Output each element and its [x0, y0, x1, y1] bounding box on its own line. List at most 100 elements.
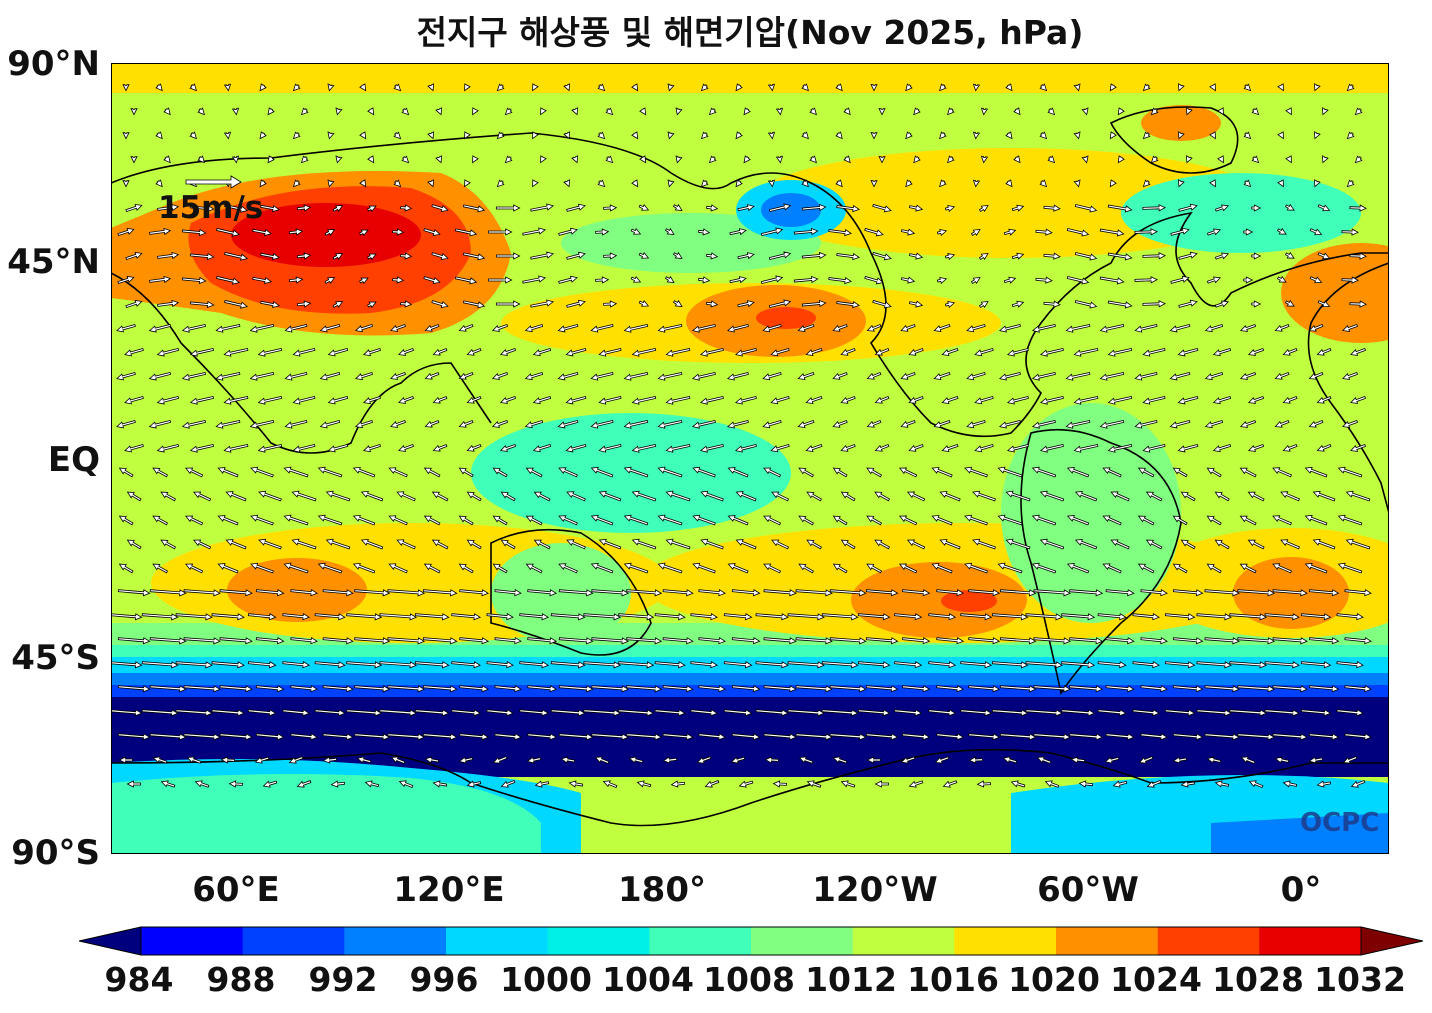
wind-vector	[527, 733, 558, 741]
wind-vector	[1039, 83, 1048, 92]
wind-vector	[734, 347, 757, 357]
wind-vector	[941, 347, 959, 357]
wind-vector	[866, 467, 883, 478]
wind-vector	[840, 347, 856, 356]
wind-vector	[1349, 300, 1367, 308]
wind-vector	[117, 685, 151, 693]
wind-vector	[1316, 347, 1332, 356]
wind-vector	[874, 491, 891, 502]
wind-vector	[755, 661, 789, 669]
wind-vector	[124, 395, 144, 405]
wind-vector	[654, 709, 686, 717]
wind-vector	[1117, 155, 1125, 164]
wind-vector	[500, 491, 516, 502]
wind-vector	[857, 661, 891, 669]
wind-vector	[152, 467, 168, 478]
wind-vector	[583, 709, 622, 717]
wind-vector	[840, 491, 856, 502]
wind-vector	[1011, 300, 1025, 308]
wind-vector	[623, 323, 649, 333]
wind-vector	[1317, 204, 1331, 212]
wind-vector	[947, 155, 955, 164]
wind-vector	[1185, 107, 1193, 116]
wind-vector	[1107, 443, 1133, 453]
wind-vector	[737, 252, 755, 260]
wind-vector	[1035, 276, 1053, 284]
wind-vector	[1180, 780, 1196, 788]
wind-vector	[566, 491, 586, 502]
wind-vector	[900, 276, 916, 284]
wind-vector	[763, 467, 782, 478]
wind-vector	[522, 275, 547, 284]
wind-vector	[760, 227, 784, 237]
wind-vector	[1031, 323, 1056, 333]
wind-vector	[999, 685, 1037, 693]
wind-vector	[700, 490, 724, 502]
wind-vector	[631, 83, 639, 92]
wind-vector	[117, 589, 151, 597]
wind-vector	[1336, 661, 1364, 669]
wind-vector	[866, 515, 883, 526]
wind-vector	[249, 419, 275, 429]
wind-vector	[197, 155, 205, 164]
wind-vector	[1280, 539, 1300, 550]
wind-vector	[1164, 661, 1196, 669]
wind-vector	[1342, 419, 1359, 428]
wind-vector	[598, 538, 622, 550]
wind-vector	[255, 685, 285, 693]
wind-vector	[631, 131, 639, 140]
wind-vector	[462, 204, 486, 213]
wind-vector	[149, 637, 187, 645]
wind-vector	[857, 709, 891, 717]
wind-vector	[1346, 131, 1355, 140]
wind-vector	[530, 251, 555, 260]
wind-vector	[970, 276, 981, 284]
wind-vector	[723, 661, 753, 669]
wind-vector	[367, 253, 377, 261]
wind-vector	[1142, 252, 1166, 260]
wind-vector	[1033, 637, 1071, 645]
wind-vector	[1003, 276, 1017, 284]
wind-vector	[1247, 539, 1265, 550]
wind-vector	[767, 83, 776, 92]
wind-vector	[387, 589, 426, 597]
wind-vector	[317, 466, 343, 478]
wind-vector	[464, 179, 471, 188]
wind-vector	[787, 613, 825, 621]
wind-vector	[902, 685, 931, 693]
wind-vector	[836, 204, 860, 213]
cbar-tick-996: 996	[409, 960, 479, 999]
wind-vector	[185, 515, 204, 526]
wind-vector	[662, 733, 694, 741]
wind-vector	[936, 589, 965, 597]
wind-vector	[186, 756, 202, 764]
wind-vector	[698, 685, 726, 693]
wind-vector	[432, 395, 448, 404]
wind-vector	[257, 395, 283, 405]
wind-vector	[400, 252, 413, 260]
wind-vector	[832, 467, 848, 478]
wind-vector	[735, 539, 757, 550]
wind-vector	[314, 709, 346, 717]
wind-vector	[392, 276, 405, 284]
wind-vector	[292, 443, 316, 453]
wind-vector	[972, 490, 996, 502]
wind-vector	[1134, 419, 1158, 429]
wind-vector	[598, 443, 622, 453]
wind-vector	[1145, 539, 1163, 550]
wind-vector	[770, 395, 790, 405]
wind-vector	[346, 709, 383, 717]
lon-label-60e: 60°E	[192, 870, 280, 910]
wind-vector	[290, 637, 318, 645]
wind-vector	[865, 637, 899, 645]
wind-vector	[494, 685, 522, 693]
wind-vector	[1248, 780, 1264, 789]
wind-vector	[247, 661, 277, 669]
wind-vector	[905, 131, 913, 140]
wind-vector	[1070, 756, 1086, 764]
wind-vector	[905, 179, 913, 188]
wind-vector	[387, 637, 426, 645]
wind-vector	[189, 300, 215, 309]
wind-vector	[762, 419, 782, 429]
wind-vector	[362, 347, 381, 357]
